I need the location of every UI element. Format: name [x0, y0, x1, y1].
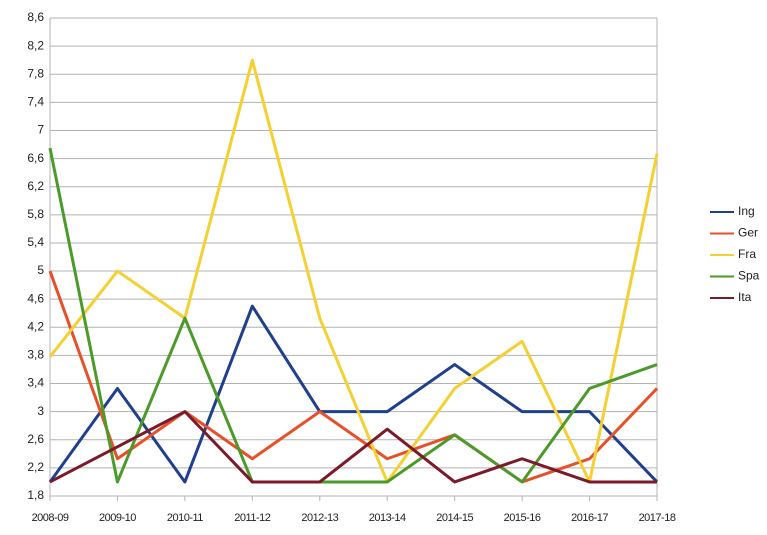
- x-tick-label: 2010-11: [167, 512, 203, 524]
- x-tick-label: 2012-13: [301, 512, 338, 524]
- legend-label: Ita: [738, 290, 752, 304]
- y-tick-label: 3: [37, 404, 44, 418]
- y-tick-label: 2,6: [27, 432, 44, 446]
- y-tick-label: 3,4: [27, 376, 44, 390]
- x-tick-label: 2017-18: [639, 512, 676, 524]
- series-line: [48, 58, 659, 484]
- legend-label: Ger: [738, 226, 758, 240]
- x-tick-label: 2011-12: [234, 512, 270, 524]
- y-tick-label: 5,8: [27, 207, 44, 221]
- y-tick-label: 7,4: [27, 95, 44, 109]
- legend-label: Spa: [738, 269, 760, 283]
- x-tick-label: 2016-17: [571, 512, 608, 524]
- x-tick-label: 2015-16: [504, 512, 541, 524]
- series-line: [49, 410, 657, 484]
- x-tick-label: 2014-15: [436, 512, 473, 524]
- y-tick-label: 4,6: [27, 291, 44, 305]
- y-tick-label: 8,6: [27, 10, 44, 24]
- y-tick-label: 7: [37, 123, 44, 137]
- y-tick-label: 2,2: [27, 460, 44, 474]
- x-tick-label: 2009-10: [99, 512, 136, 524]
- series-line: [48, 147, 658, 484]
- x-tick-label: 2013-14: [369, 512, 406, 524]
- y-tick-label: 5: [37, 263, 44, 277]
- series-line: [48, 270, 659, 484]
- y-tick-label: 8,2: [27, 38, 44, 52]
- y-tick-label: 3,8: [27, 348, 44, 362]
- y-tick-label: 4,2: [27, 319, 44, 333]
- legend-label: Ing: [738, 204, 755, 218]
- y-tick-label: 7,8: [27, 66, 44, 80]
- y-tick-label: 1,8: [27, 488, 44, 502]
- legend-label: Fra: [738, 247, 756, 261]
- y-tick-label: 5,4: [27, 235, 44, 249]
- y-tick-label: 6,2: [27, 179, 44, 193]
- y-tick-label: 6,6: [27, 151, 44, 165]
- x-tick-label: 2008-09: [32, 512, 69, 524]
